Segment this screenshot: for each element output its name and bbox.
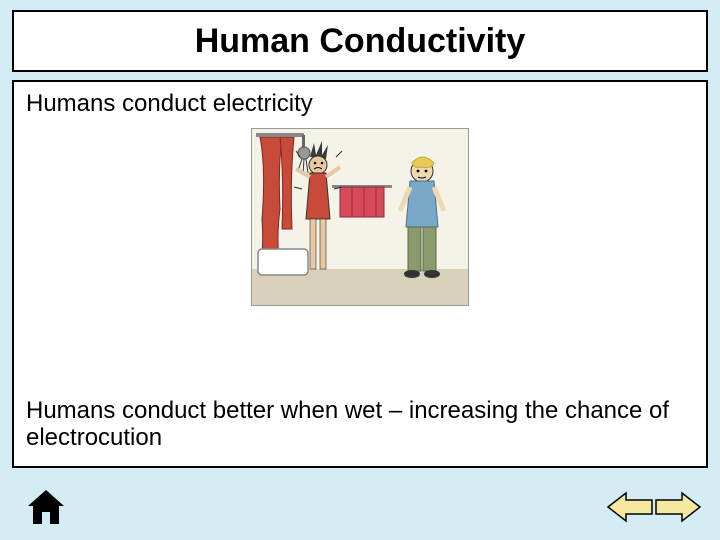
illustration-wrap bbox=[26, 128, 694, 306]
cartoon-illustration bbox=[251, 128, 469, 306]
nav-arrows bbox=[606, 490, 702, 524]
home-button[interactable] bbox=[24, 488, 68, 528]
slide-title: Human Conductivity bbox=[195, 22, 526, 61]
next-button[interactable] bbox=[654, 490, 702, 524]
content-box: Humans conduct electricity bbox=[12, 80, 708, 468]
prev-button[interactable] bbox=[606, 490, 654, 524]
subheading: Humans conduct electricity bbox=[26, 90, 694, 118]
footer-text: Humans conduct better when wet – increas… bbox=[26, 397, 694, 452]
title-box: Human Conductivity bbox=[12, 10, 708, 72]
